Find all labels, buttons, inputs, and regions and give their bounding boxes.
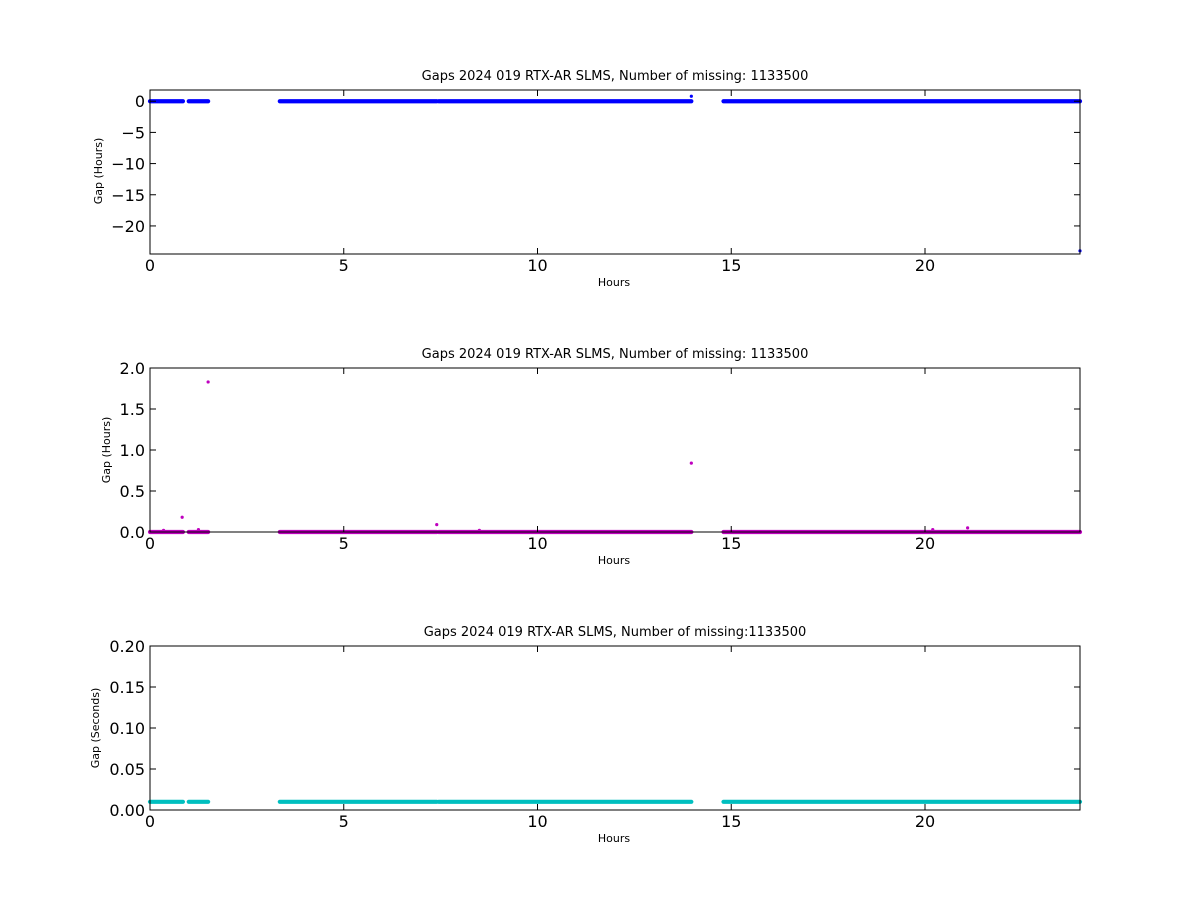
panel-3-x-tick-label-4: 15 xyxy=(721,812,741,831)
panel-1-y-tick-label-3: −10 xyxy=(111,155,145,174)
panel-1-x-tick-label-1: 0 xyxy=(145,256,155,275)
panel-2-y-tick-label-2: 0.5 xyxy=(120,482,145,501)
panel-2-x-tick-label-2: 5 xyxy=(339,534,349,553)
panel-2-data-point-3 xyxy=(196,527,201,532)
panel-2-y-tick-label-5: 2.0 xyxy=(120,359,145,378)
panel-2-data-point-6 xyxy=(477,528,481,532)
panel-3-y-tick-label-4: 0.15 xyxy=(109,678,145,697)
panel-3-y-tick-label-1: 0.00 xyxy=(109,801,145,820)
panel-1: Gaps 2024 019 RTX-AR SLMS, Number of mis… xyxy=(92,69,1083,289)
panel-1-x-tick-label-5: 20 xyxy=(915,256,935,275)
panel-1-data-point-1 xyxy=(689,94,693,98)
panel-2: Gaps 2024 019 RTX-AR SLMS, Number of mis… xyxy=(100,347,1083,567)
panel-2-y-tick-label-4: 1.5 xyxy=(120,400,145,419)
panel-1-y-tick-label-1: 0 xyxy=(135,92,145,111)
panel-1-data xyxy=(147,94,1083,253)
panel-2-data-point-5 xyxy=(435,523,439,527)
panel-3-title: Gaps 2024 019 RTX-AR SLMS, Number of mis… xyxy=(424,625,807,640)
panel-1-y-tick-label-2: −5 xyxy=(121,123,145,142)
panel-1-y-axis-label: Gap (Hours) xyxy=(92,138,105,205)
panel-2-x-tick-label-3: 10 xyxy=(527,534,547,553)
panel-2-ticks: 0 5 10 15 20 0.0 0.5 1.0 1.5 2.0 xyxy=(120,359,1080,553)
panel-3-y-tick-label-3: 0.10 xyxy=(109,719,145,738)
panel-3: Gaps 2024 019 RTX-AR SLMS, Number of mis… xyxy=(89,625,1083,845)
panel-1-x-tick-label-3: 10 xyxy=(527,256,547,275)
panel-2-data-point-4 xyxy=(206,380,210,384)
panel-3-y-tick-label-2: 0.05 xyxy=(109,760,145,779)
panel-1-title: Gaps 2024 019 RTX-AR SLMS, Number of mis… xyxy=(422,69,809,84)
panel-1-x-tick-label-2: 5 xyxy=(339,256,349,275)
panel-3-x-tick-label-1: 0 xyxy=(145,812,155,831)
panel-3-y-tick-label-5: 0.20 xyxy=(109,637,145,656)
panel-2-x-tick-label-1: 0 xyxy=(145,534,155,553)
panel-1-y-tick-label-5: −20 xyxy=(111,217,145,236)
panel-2-data-point-9 xyxy=(966,526,970,530)
panel-3-x-tick-label-2: 5 xyxy=(339,812,349,831)
panel-3-x-tick-label-3: 10 xyxy=(527,812,547,831)
panel-2-x-tick-label-5: 20 xyxy=(915,534,935,553)
panel-2-data-point-7 xyxy=(689,461,693,465)
panel-2-y-axis-label: Gap (Hours) xyxy=(100,417,113,484)
panel-2-x-axis-label: Hours xyxy=(598,554,630,567)
panel-2-title: Gaps 2024 019 RTX-AR SLMS, Number of mis… xyxy=(422,347,809,362)
panel-1-ticks: 0 5 10 15 20 0 −5 −10 −15 −20 xyxy=(111,90,1080,275)
panel-2-y-tick-label-3: 1.0 xyxy=(120,441,145,460)
panel-2-data-point-2 xyxy=(180,515,184,519)
panel-3-y-axis-label: Gap (Seconds) xyxy=(89,688,102,769)
panel-2-y-tick-label-1: 0.0 xyxy=(120,523,145,542)
panel-1-x-tick-label-4: 15 xyxy=(721,256,741,275)
panel-2-x-tick-label-4: 15 xyxy=(721,534,741,553)
panel-3-ticks: 0 5 10 15 20 0.00 0.05 0.10 0.15 0.20 xyxy=(109,637,1080,831)
panel-3-x-tick-label-5: 20 xyxy=(915,812,935,831)
panel-2-data-point-1 xyxy=(161,528,166,532)
panel-2-data-point-8 xyxy=(931,527,935,532)
panel-1-plot-frame xyxy=(149,89,1081,255)
panel-1-y-tick-label-4: −15 xyxy=(111,186,145,205)
panel-3-x-axis-label: Hours xyxy=(598,832,630,845)
panel-1-x-axis-label: Hours xyxy=(598,276,630,289)
